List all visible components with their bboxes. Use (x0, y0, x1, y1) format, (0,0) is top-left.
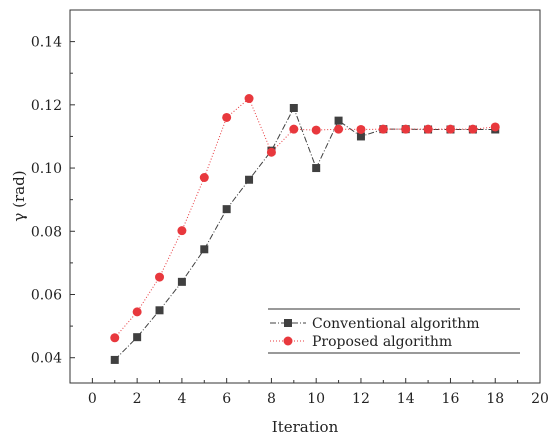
legend-label-proposed: Proposed algorithm (312, 334, 452, 350)
x-tick-label: 14 (397, 391, 415, 407)
series-line (114, 106, 496, 361)
x-tick-label: 6 (222, 391, 231, 407)
data-point-circle (378, 124, 388, 134)
legend-marker-proposed (283, 336, 293, 346)
y-tick-label: 0.06 (31, 287, 62, 303)
data-point-circle (289, 124, 299, 134)
data-point-square (334, 116, 343, 125)
data-point-circle (155, 272, 165, 282)
x-tick-label: 20 (531, 391, 549, 407)
y-tick-label: 0.04 (31, 351, 62, 367)
data-point-circle (311, 125, 321, 135)
data-point-square (356, 132, 365, 141)
data-point-circle (132, 307, 142, 317)
x-tick-label: 2 (133, 391, 142, 407)
y-tick-label: 0.12 (31, 98, 62, 114)
data-point-circle (356, 124, 366, 134)
plot-frame (69, 9, 541, 384)
data-point-circle (468, 124, 478, 134)
data-point-square (110, 355, 119, 364)
data-point-square (133, 333, 142, 342)
data-point-circle (445, 124, 455, 134)
x-tick-label: 16 (442, 391, 460, 407)
data-point-circle (334, 124, 344, 134)
y-tick-label: 0.14 (31, 35, 62, 51)
legend-marker-conventional (284, 319, 292, 327)
y-tick-label: 0.10 (31, 161, 62, 177)
x-tick-label: 12 (352, 391, 370, 407)
x-axis-label: Iteration (272, 418, 339, 436)
x-tick-label: 0 (88, 391, 97, 407)
x-tick-label: 18 (486, 391, 504, 407)
data-point-circle (177, 226, 187, 236)
data-point-square (155, 306, 164, 315)
x-tick-label: 10 (307, 391, 325, 407)
series-proposed (110, 94, 500, 343)
y-axis-label: γ (rad) (10, 170, 28, 221)
y-tick-label: 0.08 (31, 224, 62, 240)
x-tick-label: 4 (177, 391, 186, 407)
data-point-circle (222, 112, 232, 122)
data-point-circle (110, 333, 120, 343)
data-point-circle (199, 173, 209, 183)
data-point-square (289, 103, 298, 112)
data-point-square (177, 277, 186, 286)
series-line (114, 97, 496, 339)
data-point-square (222, 205, 231, 214)
data-point-square (200, 245, 209, 254)
data-point-circle (266, 147, 276, 157)
data-point-circle (423, 124, 433, 134)
data-point-circle (490, 122, 500, 132)
data-point-square (312, 164, 321, 173)
legend: Conventional algorithm Proposed algorith… (268, 308, 520, 354)
data-point-circle (401, 124, 411, 134)
data-point-circle (244, 94, 254, 104)
data-point-square (245, 175, 254, 184)
legend-label-conventional: Conventional algorithm (312, 316, 480, 332)
x-tick-label: 8 (267, 391, 276, 407)
